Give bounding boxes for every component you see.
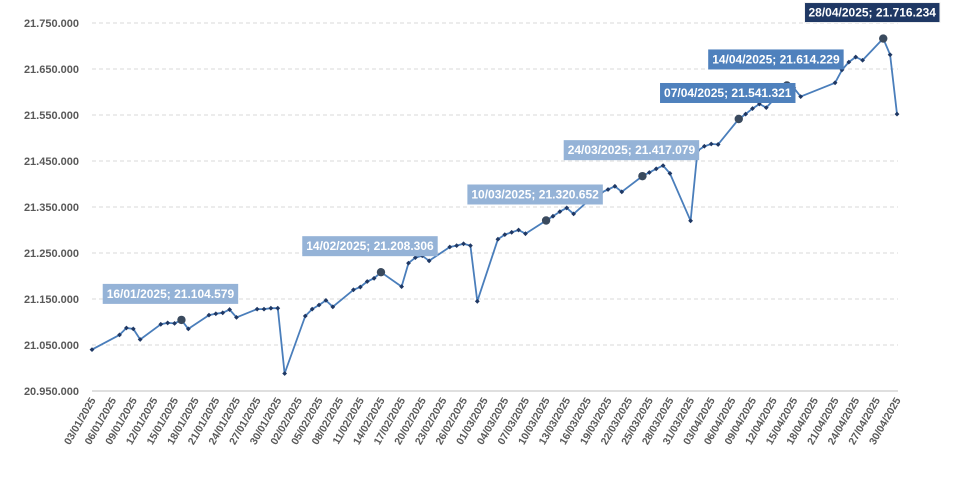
highlight-point	[376, 267, 386, 277]
data-point	[213, 311, 219, 317]
annotation-text: 14/04/2025; 21.614.229	[712, 52, 840, 66]
annotation-label: 16/01/2025; 21.104.579	[102, 283, 239, 304]
y-tick-label: 21.150.000	[24, 294, 79, 306]
annotation-text: 28/04/2025; 21.716.234	[809, 6, 937, 20]
annotation-label: 07/04/2025; 21.541.321	[660, 82, 796, 103]
data-point	[426, 258, 432, 264]
data-point	[461, 241, 466, 247]
data-point	[185, 326, 191, 332]
data-point	[887, 52, 893, 58]
annotation-label: 14/02/2025; 21.208.306	[302, 236, 438, 257]
data-point	[412, 255, 418, 261]
y-tick-label: 21.750.000	[24, 18, 79, 30]
data-point	[158, 321, 164, 327]
data-point	[234, 314, 239, 320]
data-point	[619, 189, 625, 195]
data-point	[846, 59, 852, 65]
annotation-label: 24/03/2025; 21.417.079	[563, 140, 700, 161]
data-point	[261, 306, 267, 312]
highlight-point	[734, 114, 743, 124]
y-tick-label: 21.550.000	[24, 110, 79, 122]
data-point	[117, 332, 122, 338]
data-point	[509, 229, 515, 235]
y-tick-label: 21.650.000	[24, 64, 79, 76]
annotation-box	[102, 283, 239, 304]
y-tick-label: 21.450.000	[24, 156, 79, 168]
data-point	[268, 305, 274, 311]
data-point	[357, 284, 363, 290]
data-point	[688, 218, 693, 224]
data-points	[89, 34, 900, 376]
annotation-label: 28/04/2025; 21.716.234	[804, 2, 941, 24]
annotation-text: 14/02/2025; 21.208.306	[306, 239, 434, 253]
data-point	[894, 111, 900, 117]
data-point	[254, 306, 260, 312]
annotation-text: 10/03/2025; 21.320.652	[471, 188, 599, 202]
annotation-text: 07/04/2025; 21.541.321	[664, 86, 792, 100]
y-tick-label: 21.250.000	[24, 248, 79, 260]
data-point	[715, 142, 721, 147]
annotations: 16/01/2025; 21.104.579 14/02/2025; 21.208…	[102, 2, 941, 304]
data-point	[708, 141, 714, 147]
data-point	[454, 243, 460, 249]
annotation-box	[467, 184, 603, 205]
annotation-box	[804, 2, 941, 24]
data-point	[701, 143, 707, 149]
annotation-box	[302, 236, 438, 257]
annotation-box	[708, 49, 844, 70]
y-tick-label: 21.050.000	[24, 340, 79, 352]
annotation-box	[660, 82, 796, 103]
x-axis: 03/01/202506/01/202509/01/202512/01/2025…	[62, 390, 904, 447]
data-point	[474, 298, 480, 304]
data-point	[660, 163, 666, 169]
y-axis: 20.950.000 21.050.000 21.150.000 21.250.000…	[24, 18, 79, 398]
data-point	[860, 57, 866, 63]
data-point	[468, 243, 473, 249]
data-point	[220, 310, 226, 316]
data-point	[571, 211, 577, 217]
annotation-text: 24/03/2025; 21.417.079	[568, 143, 696, 157]
annotation-label: 14/04/2025; 21.614.229	[708, 49, 844, 70]
data-point	[137, 337, 143, 342]
data-point	[516, 227, 521, 233]
annotation-text: 16/01/2025; 21.104.579	[107, 287, 235, 301]
data-point	[165, 320, 171, 326]
data-point	[502, 232, 508, 238]
y-tick-label: 21.350.000	[24, 202, 79, 214]
highlight-point	[177, 315, 186, 325]
annotation-box	[563, 140, 700, 161]
data-point	[447, 244, 453, 250]
highlight-point	[638, 171, 647, 181]
data-point	[275, 305, 281, 311]
data-point	[227, 307, 233, 312]
data-point	[130, 326, 136, 332]
y-tick-label: 20.950.000	[24, 386, 79, 398]
highlight-point	[879, 34, 888, 43]
data-point	[495, 236, 501, 242]
data-point	[653, 166, 659, 172]
data-point	[282, 371, 288, 376]
annotation-label: 10/03/2025; 21.320.652	[467, 184, 603, 205]
data-point	[123, 325, 129, 331]
highlight-point	[541, 216, 551, 225]
